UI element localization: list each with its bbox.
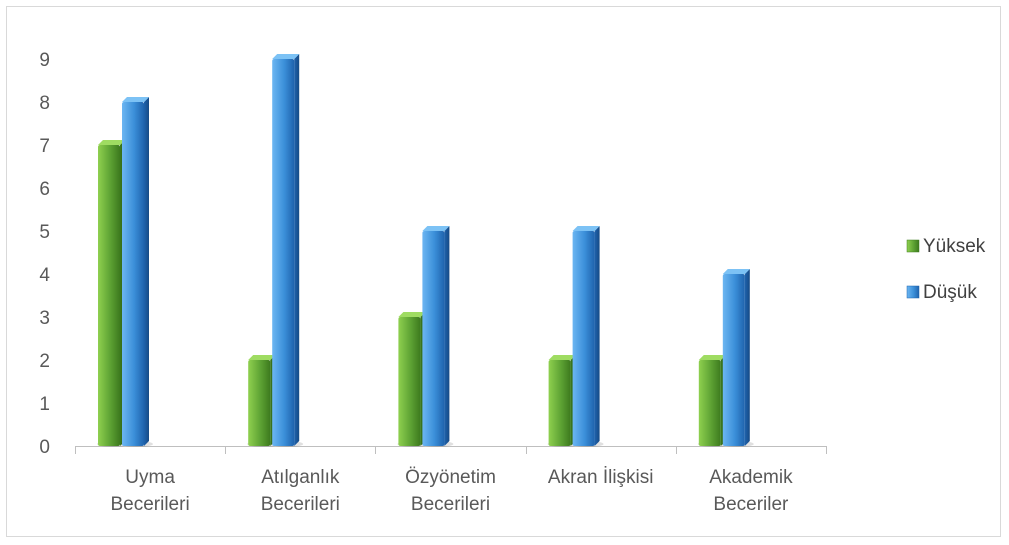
y-tick-label: 1 [39, 394, 50, 415]
x-category-label: Akademik Beceriler [709, 467, 793, 515]
bar-yuksek [548, 360, 571, 446]
bar-yuksek [398, 317, 421, 446]
bar-dusuk-side [594, 226, 600, 446]
bar-dusuk-top [272, 54, 300, 59]
y-tick-label: 2 [39, 351, 50, 372]
bar-dusuk-side [294, 54, 300, 446]
bar-dusuk-top [122, 97, 149, 102]
bar-yuksek-top [248, 355, 276, 360]
bar-dusuk-side [144, 97, 149, 446]
bar-yuksek-top [698, 355, 726, 360]
x-category-label: Atılganlık Becerileri [261, 467, 340, 515]
bar-yuksek-top [548, 355, 576, 360]
legend-label-yuksek: Yüksek [923, 236, 986, 257]
bar-dusuk [722, 274, 745, 446]
bar-dusuk-side [444, 226, 450, 446]
legend-swatch-dusuk [906, 285, 920, 299]
bar-dusuk-top [722, 269, 750, 274]
legend-label-dusuk: Düşük [923, 282, 977, 303]
x-category-label: Akran İlişkisi [548, 467, 654, 488]
bar-yuksek [98, 145, 120, 446]
bar-dusuk [422, 231, 445, 446]
bar-dusuk-side [744, 269, 750, 446]
y-tick-label: 3 [39, 308, 50, 329]
y-tick-label: 5 [39, 222, 50, 243]
bar-dusuk [272, 59, 295, 446]
bar-yuksek [698, 360, 721, 446]
bar-dusuk-top [572, 226, 600, 231]
y-tick-label: 4 [39, 265, 50, 286]
y-tick-label: 6 [39, 179, 50, 200]
legend-swatch-yuksek [906, 239, 920, 253]
y-tick-label: 8 [39, 93, 50, 114]
bar-dusuk [572, 231, 595, 446]
bar-yuksek-top [98, 140, 125, 145]
bar-yuksek [248, 360, 271, 446]
y-tick-label: 0 [39, 437, 50, 458]
y-tick-label: 9 [39, 50, 50, 71]
bar-dusuk [122, 102, 144, 446]
bar-yuksek-top [398, 312, 426, 317]
bar-dusuk-top [422, 226, 450, 231]
x-category-label: Özyönetim Becerileri [405, 467, 496, 515]
y-tick-label: 7 [39, 136, 50, 157]
x-category-label: Uyma Becerileri [110, 467, 189, 515]
chart-frame [6, 6, 1001, 537]
